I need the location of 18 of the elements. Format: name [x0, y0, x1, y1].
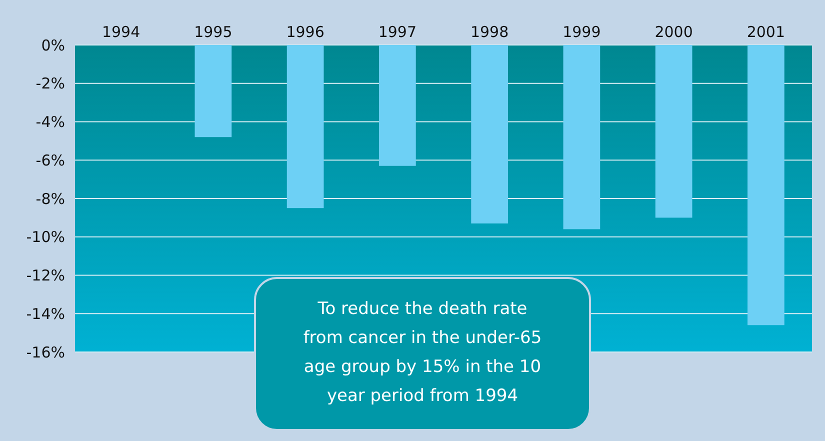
y-tick-label: -8%	[36, 190, 65, 208]
x-tick-label: 2001	[746, 23, 786, 41]
y-tick-label: -12%	[26, 266, 65, 284]
x-tick-label: 1999	[562, 23, 601, 41]
y-tick-label: -10%	[26, 228, 65, 246]
y-tick-label: -6%	[36, 151, 65, 170]
y-tick-label: -2%	[36, 74, 65, 93]
x-tick-label: 1994	[102, 23, 140, 41]
y-tick-label: 0%	[41, 36, 65, 54]
x-tick-label: 1998	[470, 23, 509, 41]
x-tick-label: 1996	[286, 23, 324, 41]
x-tick-label: 1995	[194, 23, 232, 41]
y-tick-label: -14%	[26, 304, 65, 323]
x-tick-label: 1997	[378, 23, 417, 41]
annotation: To reduce the death rate from cancer in the under-65 age group by 15% in the 10 year period from 1994	[303, 299, 542, 406]
y-tick-label: -4%	[36, 113, 65, 131]
y-tick-label: -16%	[26, 343, 65, 362]
x-tick-label: 2000	[654, 23, 693, 41]
